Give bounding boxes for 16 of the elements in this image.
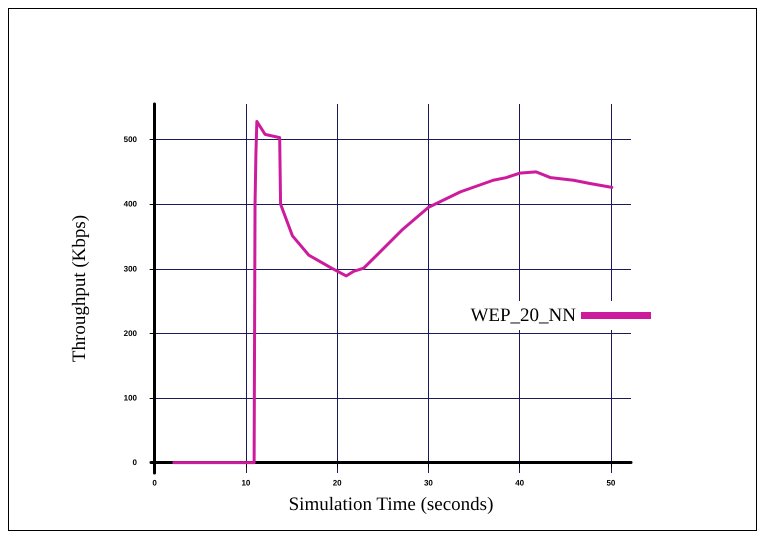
y-tick-label: 0	[132, 458, 138, 468]
y-tick-label: 200	[124, 328, 138, 338]
x-axis-title: Simulation Time (seconds)	[288, 494, 494, 515]
x-tick-label: 50	[606, 478, 616, 488]
line-series	[172, 120, 614, 464]
y-tick-label: 500	[124, 135, 138, 144]
x-tick-label: 20	[332, 478, 342, 488]
x-tick-label: 40	[515, 478, 525, 488]
x-tick-label: 30	[424, 478, 434, 488]
y-tick-label: 300	[124, 264, 138, 274]
y-tick-label: 100	[124, 394, 138, 403]
x-tick-label: 10	[241, 478, 251, 488]
y-axis-title: Throughput (Kbps)	[69, 214, 90, 362]
y-tick-label: 400	[124, 200, 138, 209]
x-tick-label: 0	[152, 478, 158, 488]
legend-label: WEP_20_NN	[470, 305, 576, 326]
